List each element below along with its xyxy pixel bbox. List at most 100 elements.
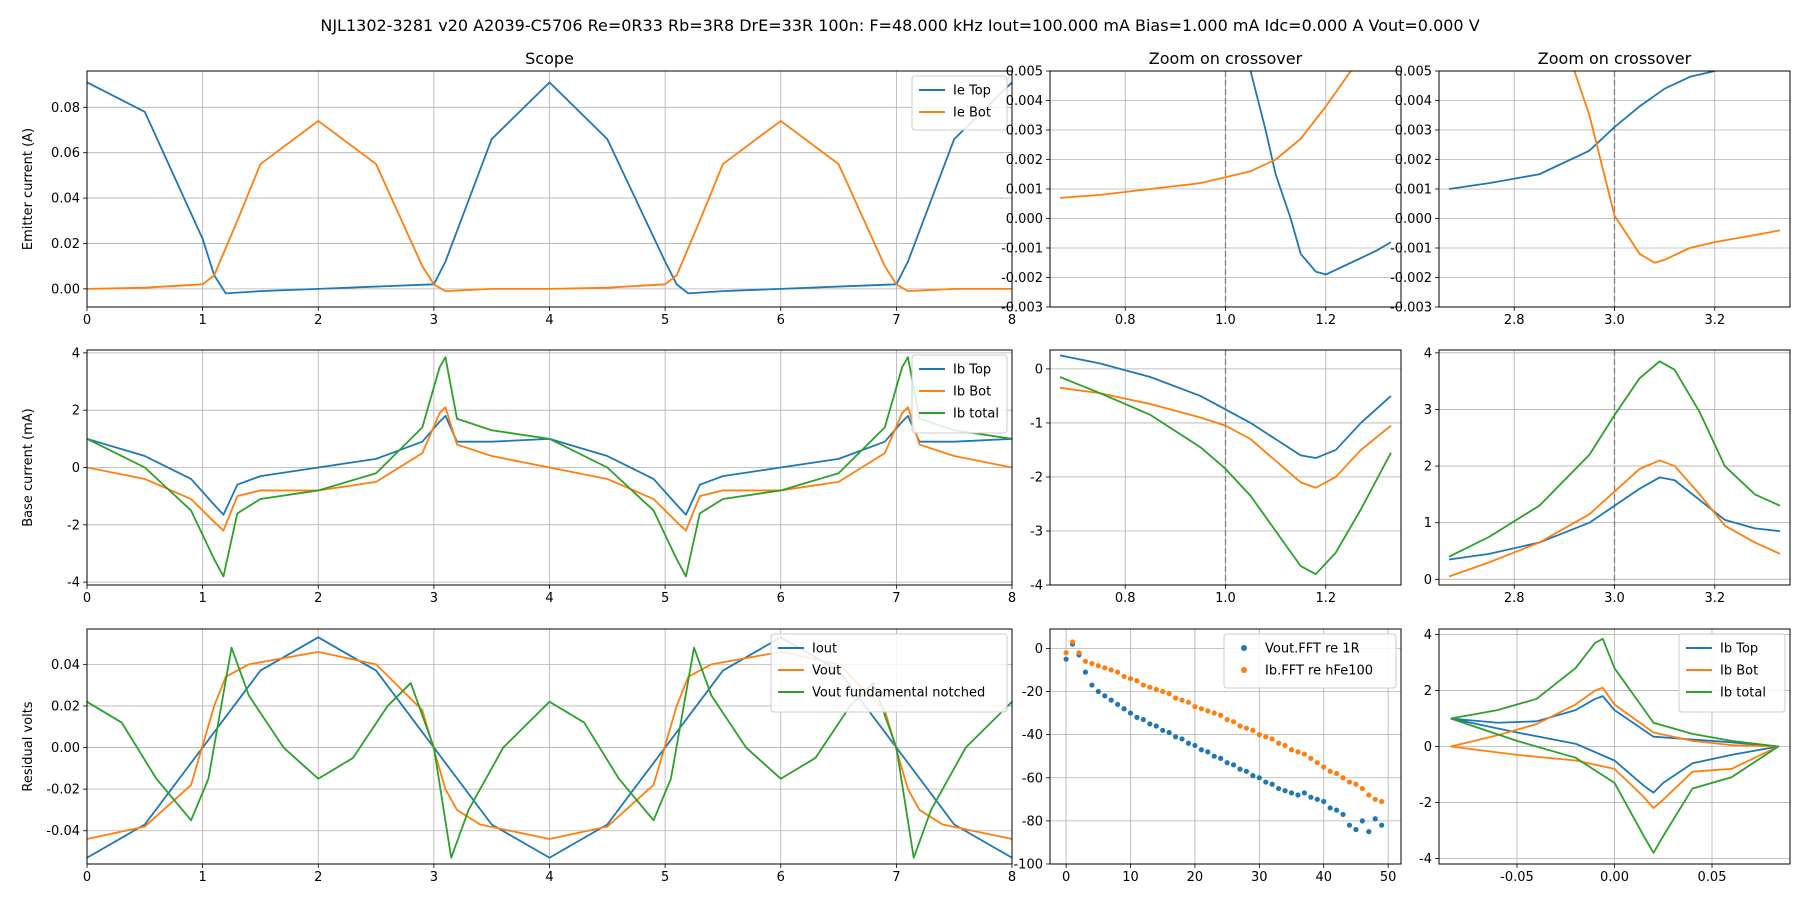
scatter-point: [1192, 704, 1198, 710]
x-tick-label: -0.05: [1500, 870, 1534, 885]
x-tick-label: 0.00: [1600, 870, 1629, 885]
y-tick-label: 0.08: [51, 101, 80, 116]
x-tick-label: 0: [83, 313, 91, 328]
axes-frame: [1049, 349, 1402, 586]
scatter-point: [1166, 691, 1172, 697]
y-tick-label: -0.001: [1390, 242, 1432, 257]
scatter-point: [1243, 725, 1250, 731]
scatter-point: [1340, 811, 1346, 818]
series-line-ib-top: [1448, 476, 1781, 561]
y-tick-label: 0.02: [51, 237, 80, 252]
y-tick-label: 0.00: [51, 282, 80, 297]
x-tick-label: 4: [545, 591, 553, 606]
scatter-point: [1230, 719, 1237, 725]
x-tick-label: 0.8: [1115, 591, 1136, 606]
scatter-point: [1366, 792, 1372, 798]
plot-area: [1448, 360, 1781, 578]
x-tick-label: 0: [83, 591, 91, 606]
scatter-point: [1108, 667, 1114, 673]
x-tick-label: 8: [1008, 591, 1016, 606]
y-tick-label: 0.02: [51, 699, 80, 714]
series-line-ie-top: [87, 81, 1012, 295]
scatter-point: [1205, 749, 1211, 755]
y-tick-label: 0.002: [1006, 153, 1043, 168]
y-tick-label: -100: [1013, 858, 1043, 873]
y-axis-label: Emitter current (A): [21, 128, 36, 250]
series-line-ib-total: [1448, 360, 1781, 558]
axes-frame: [1049, 70, 1402, 308]
subplot-5: 0.8 1.0 1.2 -4 -3 -2 -1 0: [1030, 349, 1402, 606]
scatter-point: [1153, 686, 1159, 692]
series-line-ib-bot: [1450, 686, 1780, 809]
y-tick-label: 0.003: [1395, 124, 1432, 139]
scatter-point: [1192, 742, 1198, 749]
y-tick-label: 0.004: [1006, 94, 1043, 109]
scatter-point: [1218, 712, 1224, 718]
scatter-point: [1160, 727, 1166, 733]
x-tick-label: 7: [892, 313, 900, 328]
series-line-ib-total: [87, 356, 1012, 578]
scatter-point: [1301, 790, 1307, 796]
scatter-point: [1379, 798, 1385, 805]
scatter-point: [1256, 732, 1262, 738]
scatter-point: [1353, 826, 1359, 833]
plot-area: [1059, 354, 1392, 576]
scatter-point: [1282, 788, 1288, 794]
scatter-point: [1198, 706, 1204, 712]
y-tick-label: -0.002: [1390, 271, 1432, 286]
y-axis-label: Base current (mA): [21, 408, 36, 527]
y-tick-label: 0: [1424, 573, 1432, 588]
subplot-title: Zoom on crossover: [1149, 49, 1303, 68]
y-tick-label: -20: [1022, 685, 1043, 700]
scatter-point: [1205, 708, 1211, 714]
subplot-7: 0 1 2 3 4 5 6 7 8 -0.04 -0.02 0.00 0.02 0.04 Residual …: [21, 628, 1016, 885]
y-tick-label: 0.00: [51, 741, 80, 756]
scatter-point: [1211, 753, 1217, 759]
legend: Ie Top Ie Bot: [911, 75, 1008, 131]
y-tick-label: -4: [1419, 852, 1432, 867]
scatter-point: [1379, 822, 1385, 828]
scatter-point: [1288, 747, 1295, 753]
subplot-8: 0 10 20 30 40 50 -100 -80 -60 -40 -20 0 Vout.FFT re …: [1013, 628, 1402, 885]
scatter-point: [1372, 796, 1378, 802]
y-tick-label: -0.04: [46, 824, 80, 839]
x-tick-label: 2: [314, 591, 322, 606]
scatter-point: [1198, 747, 1204, 753]
y-tick-label: 0: [1035, 642, 1043, 657]
legend-label: Iout: [812, 642, 837, 657]
legend-label: Ib.FFT re hFe100: [1265, 664, 1373, 679]
subplot-1: 0 1 2 3 4 5 6 7 8 0.00 0.02 0.04 0.06 0.08 Scope Emitte…: [21, 49, 1016, 328]
y-tick-label: 0: [1035, 362, 1043, 377]
scatter-point: [1243, 768, 1250, 774]
y-tick-label: 0.005: [1006, 65, 1043, 80]
axes-frame: [1049, 628, 1402, 865]
x-tick-label: 8: [1008, 870, 1016, 885]
x-tick-label: 5: [661, 591, 669, 606]
scatter-point: [1224, 716, 1230, 723]
plot-area: [1448, 71, 1781, 264]
scatter-point: [1102, 665, 1108, 671]
scatter-point: [1372, 816, 1378, 822]
series-line-ie-bot: [1059, 71, 1352, 199]
y-tick-label: -2: [67, 518, 80, 533]
legend-label: Ib Bot: [1720, 664, 1758, 679]
x-tick-label: 1: [198, 870, 206, 885]
subplot-2: 0.8 1.0 1.2 -0.003 -0.002 -0.001 0.000 0.001 0.0…: [1001, 49, 1402, 328]
scatter-point: [1121, 673, 1127, 680]
scatter-point: [1263, 734, 1269, 740]
y-tick-label: -60: [1022, 771, 1043, 786]
scatter-point: [1359, 785, 1365, 792]
x-tick-label: 3: [430, 591, 438, 606]
series-ib-fft-re-hfe100: [1063, 639, 1385, 805]
series-vout-fft-re-1r: [1063, 641, 1385, 835]
scatter-point: [1185, 699, 1192, 705]
scatter-point: [1069, 639, 1076, 645]
legend-label: Vout.FFT re 1R: [1265, 642, 1360, 657]
scatter-point: [1321, 764, 1327, 770]
x-tick-label: 2: [314, 870, 322, 885]
y-tick-label: 0.005: [1395, 65, 1432, 80]
scatter-point: [1314, 796, 1320, 802]
x-tick-label: 30: [1251, 870, 1268, 885]
